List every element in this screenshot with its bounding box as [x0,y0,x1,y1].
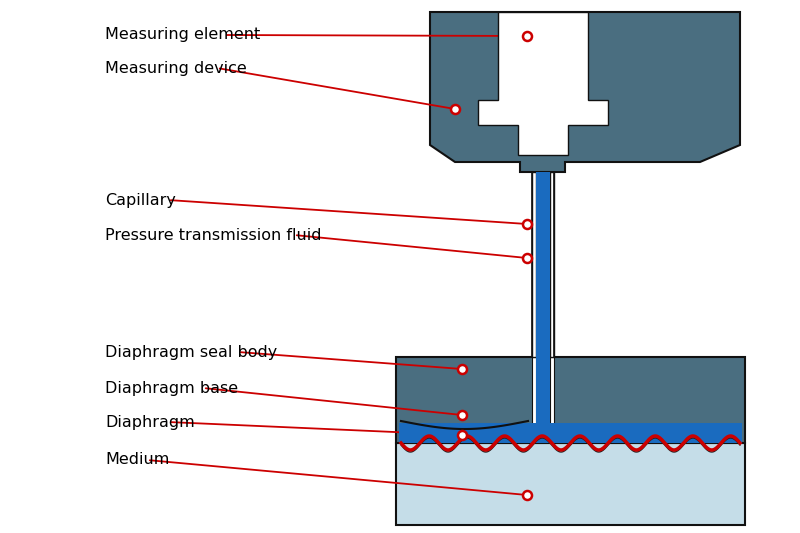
Polygon shape [532,357,536,433]
Text: Diaphragm base: Diaphragm base [105,381,238,395]
Polygon shape [396,357,745,443]
Text: Measuring element: Measuring element [105,28,260,43]
Polygon shape [399,423,742,443]
Polygon shape [430,12,740,172]
Text: Measuring device: Measuring device [105,61,246,76]
Polygon shape [536,172,550,357]
Text: Pressure transmission fluid: Pressure transmission fluid [105,228,322,243]
Text: Medium: Medium [105,453,170,467]
Polygon shape [550,172,554,357]
Polygon shape [396,443,745,525]
Text: Diaphragm seal body: Diaphragm seal body [105,344,278,359]
Polygon shape [536,357,550,433]
Text: Capillary: Capillary [105,192,176,207]
Polygon shape [550,357,554,433]
Polygon shape [478,12,608,155]
Text: Diaphragm: Diaphragm [105,415,194,430]
Polygon shape [532,172,536,357]
